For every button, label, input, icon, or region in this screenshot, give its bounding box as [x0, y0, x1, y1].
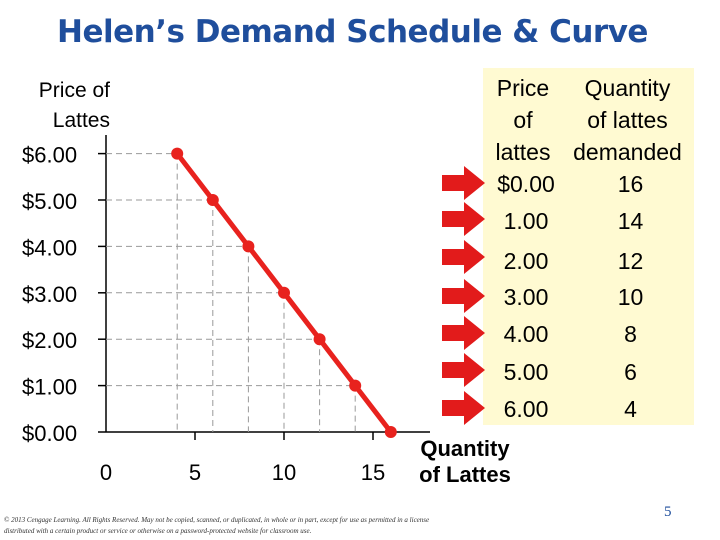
y-axis-label-line-1: Price of	[38, 79, 110, 102]
price-header-line-1: Price	[496, 75, 550, 101]
y-tick-label: $1.00	[22, 375, 77, 400]
right-arrow-icon	[442, 202, 485, 236]
y-tick-label: $2.00	[22, 328, 77, 353]
schedule-price-cell: 2.00	[503, 248, 549, 274]
right-arrow-icon	[442, 316, 485, 350]
price-header-line-2: of	[513, 107, 533, 133]
data-point	[206, 194, 219, 206]
right-arrow-icon	[442, 240, 485, 274]
schedule-price-cell: 5.00	[503, 359, 549, 385]
y-tick-label: $6.00	[22, 143, 77, 168]
schedule-price-cell: 3.00	[503, 284, 549, 310]
x-axis-label-line-1: Quantity	[420, 436, 510, 461]
schedule-qty-cell: 4	[624, 396, 637, 422]
x-axis-label-line-2: of Lattes	[419, 462, 511, 487]
data-point	[171, 147, 184, 160]
y-tick-label: $4.00	[22, 235, 77, 260]
schedule-price-cell: 4.00	[503, 321, 549, 347]
data-point	[278, 286, 290, 299]
right-arrow-icon	[442, 279, 485, 313]
data-point	[313, 333, 326, 346]
price-column-header: Price of lattes	[483, 72, 563, 168]
y-tick-label: $5.00	[22, 189, 77, 214]
price-header-line-3: lattes	[495, 139, 551, 165]
data-point	[242, 240, 255, 253]
quantity-header-line-1: Quantity	[584, 75, 671, 101]
right-arrow-icon	[442, 391, 485, 425]
demand-schedule-table: Price of lattes Quantity of lattes deman…	[483, 68, 694, 425]
x-tick-label: 5	[189, 460, 201, 485]
schedule-price-cell: $0.00	[497, 171, 555, 197]
schedule-qty-cell: 6	[624, 359, 637, 385]
schedule-price-cell: 6.00	[503, 396, 549, 422]
y-axis-label-line-2: Lattes	[52, 109, 110, 132]
quantity-header-line-2: of lattes	[587, 107, 668, 133]
page-number: 5	[664, 504, 672, 520]
data-point	[384, 426, 397, 438]
x-tick-label: 10	[272, 460, 296, 485]
quantity-header-line-3: demanded	[573, 139, 682, 165]
slide-title: Helen’s Demand Schedule & Curve	[57, 14, 648, 50]
x-tick-label: 0	[100, 460, 112, 485]
y-axis-label: Price of Lattes	[0, 76, 110, 136]
right-arrow-icon	[442, 166, 485, 200]
y-tick-label: $3.00	[22, 282, 77, 307]
schedule-qty-cell: 14	[617, 208, 644, 234]
schedule-qty-cell: 10	[617, 284, 644, 310]
copyright-notice: © 2013 Cengage Learning. All Rights Rese…	[4, 516, 430, 535]
schedule-qty-cell: 16	[617, 171, 644, 197]
right-arrow-icon	[442, 353, 485, 387]
x-tick-label: 15	[361, 460, 385, 485]
schedule-price-cell: 1.00	[503, 208, 549, 234]
schedule-qty-cell: 8	[624, 321, 637, 347]
x-axis-label: Quantity of Lattes	[412, 436, 518, 488]
quantity-column-header: Quantity of lattes demanded	[561, 72, 694, 168]
schedule-qty-cell: 12	[617, 248, 644, 274]
data-point	[349, 379, 362, 392]
y-tick-label: $0.00	[22, 421, 77, 446]
